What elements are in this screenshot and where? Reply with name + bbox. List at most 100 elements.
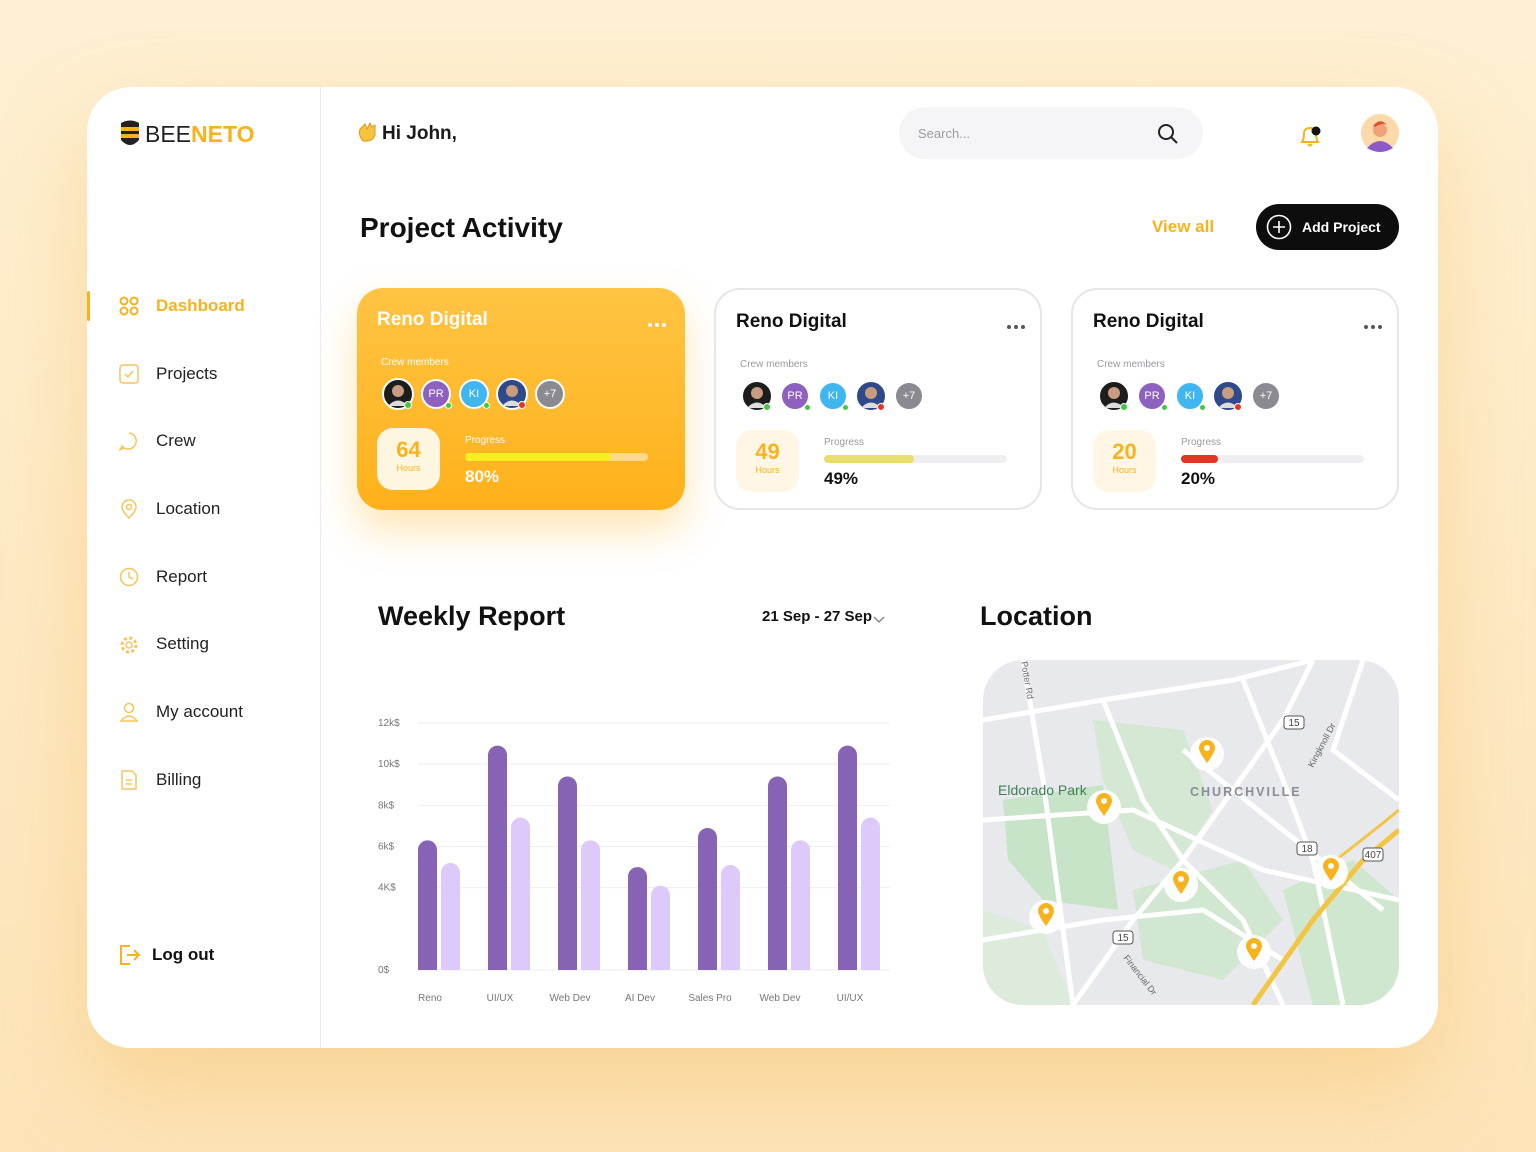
x-tick-label: UI/UX: [487, 993, 514, 1004]
map-label: 15: [1117, 933, 1129, 944]
member-photo-svg: [382, 378, 414, 410]
nav-icon: [119, 363, 139, 384]
nav-item[interactable]: Setting: [156, 634, 209, 654]
status-dot: [1199, 404, 1206, 411]
chevron: [873, 611, 885, 624]
progress-label: Progress: [824, 437, 865, 448]
route-shield: [1283, 715, 1305, 730]
nav-item[interactable]: Projects: [156, 363, 218, 383]
nav-item[interactable]: Crew: [156, 431, 196, 451]
weekly-title: Weekly Report: [378, 600, 566, 631]
user-avatar-svg: [1361, 114, 1399, 152]
hours-label: Hours: [396, 462, 421, 473]
crew-label: Crew members: [381, 357, 449, 368]
project-card[interactable]: Reno Digital Crew members PR KI +7 64 Hours Pro…: [357, 288, 685, 510]
member-photo-svg: [1098, 380, 1130, 412]
hours-box: 20 Hours: [1093, 430, 1156, 492]
nav-item[interactable]: My account: [156, 702, 243, 721]
highway: [1250, 828, 1399, 1005]
nav-icon: [119, 567, 139, 587]
pin: [1173, 871, 1189, 894]
project-card[interactable]: Reno Digital Crew members PR KI +7 49 Hours Pro…: [714, 288, 1042, 510]
member-avatar: KI: [1175, 381, 1206, 411]
nav-icon: [119, 296, 139, 316]
nav-item[interactable]: Report: [156, 566, 208, 586]
pin-dot: [1101, 798, 1107, 804]
brand: BEENETO: [145, 119, 255, 149]
member-avatar: PR: [421, 379, 452, 409]
view-all[interactable]: View all: [1152, 216, 1215, 236]
progress-text: 80%: [465, 466, 500, 486]
status-dot: [445, 402, 452, 409]
progress-bar: [824, 455, 914, 463]
more-menu-svg: [1364, 325, 1382, 329]
location-title: Location: [980, 600, 1093, 631]
section-title: Project Activity: [360, 212, 563, 244]
progress-label: Progress: [1181, 437, 1222, 448]
member-avatar: +7: [894, 381, 924, 411]
search-icon-svg: [1158, 124, 1178, 144]
bar: [511, 817, 530, 970]
hours-box: 64 Hours: [377, 428, 440, 490]
bar: [488, 745, 507, 970]
member-avatar: KI: [818, 381, 849, 411]
bar: [651, 885, 670, 970]
x-tick-label: Web Dev: [760, 993, 801, 1004]
more-menu: [647, 316, 667, 327]
nav-icon-svg: [119, 363, 139, 384]
project-name: Reno Digital: [1093, 310, 1204, 332]
pin: [1246, 938, 1262, 961]
member-photo: [1097, 379, 1131, 413]
add-project-button[interactable]: Add Project: [1256, 204, 1399, 250]
hours-box: 49 Hours: [736, 430, 799, 492]
y-tick-label: 6k$: [378, 842, 395, 853]
y-tick-label: 4K$: [378, 883, 396, 894]
logout[interactable]: Log out: [152, 944, 215, 964]
status-dot: [1161, 404, 1168, 411]
member-photo-svg: [741, 380, 773, 412]
bell-icon: [1298, 124, 1324, 148]
y-tick-label: 0$: [378, 965, 390, 976]
bar: [418, 840, 437, 970]
nav-item[interactable]: Billing: [156, 769, 202, 789]
logo-icon-svg: [121, 120, 139, 145]
bar: [441, 862, 460, 970]
member-avatar: +7: [535, 379, 565, 409]
y-tick-label: 10k$: [378, 759, 400, 770]
more-menu: [1006, 318, 1026, 329]
search-box[interactable]: Search...: [899, 107, 1203, 159]
route-shield: [1112, 930, 1134, 945]
member-avatar: PR: [1137, 381, 1168, 411]
status-dot: [483, 402, 490, 409]
nav-icon-svg: [121, 499, 137, 520]
nav-icon: [119, 499, 139, 520]
wave-icon-svg: [358, 121, 376, 142]
hours-label: Hours: [1112, 464, 1137, 475]
bar: [558, 776, 577, 970]
bar: [768, 776, 787, 970]
member-photo: [740, 379, 774, 413]
member-photo: [495, 377, 529, 411]
nav-item[interactable]: Dashboard: [156, 295, 245, 315]
progress-bar: [1181, 455, 1218, 463]
wave-icon: [357, 121, 379, 143]
nav-icon-svg: [121, 770, 137, 790]
x-tick-label: UI/UX: [837, 993, 864, 1004]
member-avatar: +7: [1251, 381, 1281, 411]
map-label: 15: [1288, 718, 1300, 729]
status-dot: [842, 404, 849, 411]
pin-dot: [1178, 876, 1184, 882]
date-range[interactable]: 21 Sep - 27 Sep: [762, 608, 873, 625]
pin: [1199, 740, 1215, 763]
progress-track: [465, 453, 648, 461]
chevron-svg: [873, 616, 885, 624]
nav-icon: [119, 635, 139, 655]
nav-item[interactable]: Location: [156, 498, 221, 518]
brand-neto: NETO: [191, 121, 255, 147]
nav-icon-svg: [119, 567, 139, 587]
logout-icon-svg: [120, 945, 141, 965]
progress-text: 49%: [824, 468, 859, 488]
project-card[interactable]: Reno Digital Crew members PR KI +7 20 Hours Pro…: [1071, 288, 1399, 510]
